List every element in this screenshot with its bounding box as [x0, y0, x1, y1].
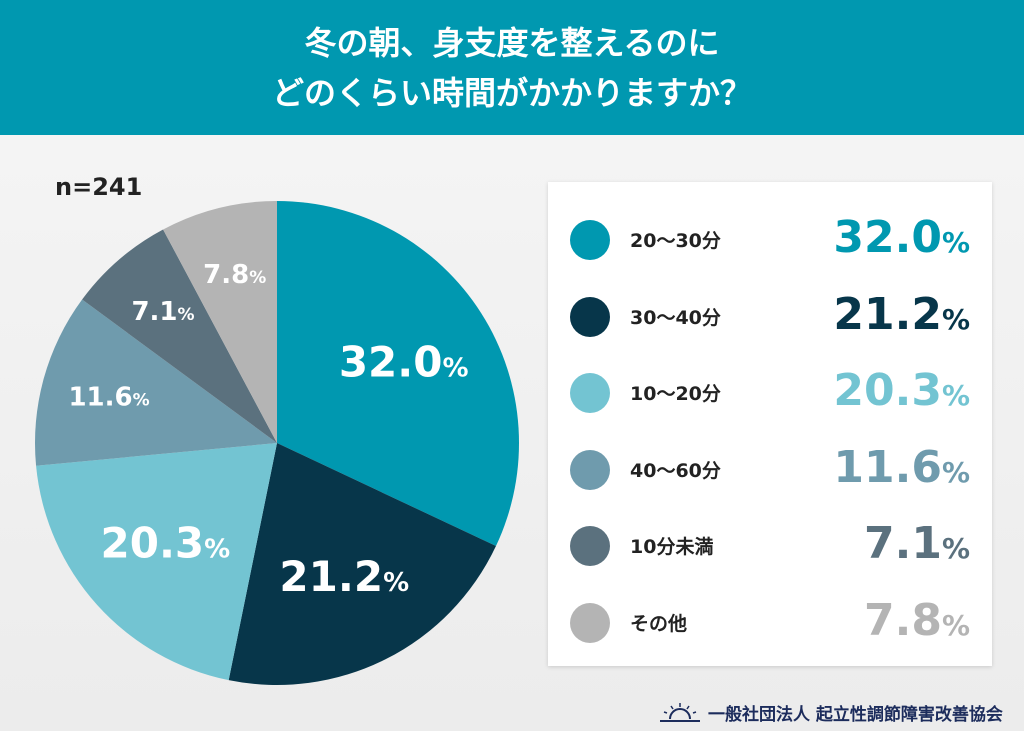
title-line-1: 冬の朝、身支度を整えるのに: [304, 24, 720, 62]
pie-slice: [163, 201, 277, 443]
title-line-2: どのくらい時間がかかりますか？: [271, 74, 752, 112]
legend-value: 7.8%: [863, 594, 970, 646]
legend-item: 30〜40分 21.2%: [548, 287, 992, 347]
legend-swatch: [570, 602, 610, 643]
legend-item: 20〜30分 32.0%: [548, 210, 992, 270]
legend-label: 10分未満: [630, 536, 714, 558]
legend-label: その他: [630, 612, 688, 635]
footer: 一般社団法人 起立性調節障害改善協会: [660, 700, 1003, 725]
legend-value: 21.2%: [833, 288, 970, 340]
legend-label: 20〜30分: [630, 230, 721, 252]
sunrise-icon: [660, 702, 700, 722]
legend-value: 7.1%: [863, 518, 970, 569]
sample-size: n=241: [55, 173, 143, 201]
legend-value: 32.0%: [833, 212, 970, 263]
legend-swatch: [570, 296, 610, 337]
legend-swatch: [570, 449, 610, 490]
legend-swatch: [570, 373, 610, 413]
pie-slice: [82, 229, 277, 443]
legend-label: 40〜60分: [630, 459, 721, 482]
legend-value: 20.3%: [833, 365, 970, 416]
legend-swatch: [570, 526, 610, 566]
legend-label: 30〜40分: [630, 306, 721, 329]
pie-slice: [35, 299, 278, 466]
legend-swatch: [570, 220, 610, 260]
legend-item: その他 7.8%: [548, 593, 992, 653]
legend-value: 11.6%: [833, 441, 970, 493]
organization-name: 一般社団法人 起立性調節障害改善協会: [708, 705, 1003, 725]
pie-slice: [228, 443, 496, 685]
legend: 20〜30分 32.0% 30〜40分 21.2% 10〜20分 20.3% 4…: [548, 182, 992, 666]
chart-title: 冬の朝、身支度を整えるのに どのくらい時間がかかりますか？: [0, 0, 1024, 135]
legend-item: 10〜20分 20.3%: [548, 363, 992, 423]
legend-label: 10〜20分: [630, 383, 721, 405]
legend-item: 10分未満 7.1%: [548, 516, 992, 576]
legend-item: 40〜60分 11.6%: [548, 440, 992, 500]
pie-slice: [277, 201, 519, 547]
pie-slice: [36, 443, 277, 681]
